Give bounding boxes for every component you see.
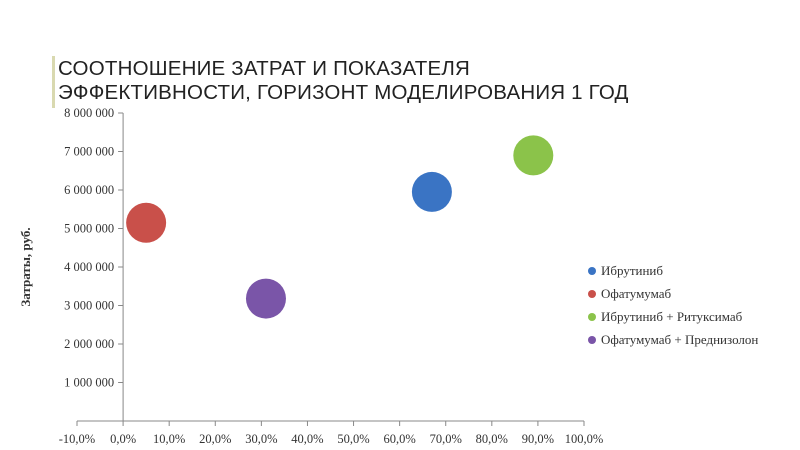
legend-label: Офатумумаб bbox=[601, 286, 672, 301]
legend-marker bbox=[588, 336, 596, 344]
y-tick-label: 3 000 000 bbox=[64, 299, 114, 313]
page-title-line-2: ЭФФЕКТИВНОСТИ, ГОРИЗОНТ МОДЕЛИРОВАНИЯ 1 … bbox=[58, 81, 629, 104]
page-title: СООТНОШЕНИЕ ЗАТРАТ И ПОКАЗАТЕЛЯ ЭФФЕКТИВ… bbox=[58, 57, 629, 105]
x-tick-label: 80,0% bbox=[476, 432, 508, 446]
x-tick-label: 90,0% bbox=[522, 432, 554, 446]
legend-marker bbox=[588, 313, 596, 321]
x-tick-label: 20,0% bbox=[199, 432, 231, 446]
data-point bbox=[411, 171, 452, 212]
title-accent-bar bbox=[52, 56, 55, 108]
y-axis-label: Затраты, руб. bbox=[18, 227, 33, 306]
x-tick-label: 50,0% bbox=[337, 432, 369, 446]
y-tick-label: 4 000 000 bbox=[64, 260, 114, 274]
legend-marker bbox=[588, 267, 596, 275]
page-title-line-1: СООТНОШЕНИЕ ЗАТРАТ И ПОКАЗАТЕЛЯ bbox=[58, 57, 471, 80]
x-tick-label: 10,0% bbox=[153, 432, 185, 446]
y-tick-label: 2 000 000 bbox=[64, 337, 114, 351]
y-tick-label: 6 000 000 bbox=[64, 183, 114, 197]
y-tick-label: 8 000 000 bbox=[64, 106, 114, 120]
x-tick-label: 70,0% bbox=[430, 432, 462, 446]
x-tick-label: 30,0% bbox=[245, 432, 277, 446]
legend-label: Офатумумаб + Преднизолон bbox=[601, 332, 758, 347]
y-tick-label: 7 000 000 bbox=[64, 145, 114, 159]
y-tick-label: 5 000 000 bbox=[64, 222, 114, 236]
x-tick-label: 100,0% bbox=[565, 432, 604, 446]
x-tick-label: -10,0% bbox=[59, 432, 95, 446]
legend-label: Ибрутиниб + Ритуксимаб bbox=[601, 309, 743, 324]
data-point bbox=[513, 135, 554, 176]
data-point bbox=[126, 202, 167, 243]
legend-label: Ибрутиниб bbox=[601, 263, 663, 278]
y-tick-label: 1 000 000 bbox=[64, 376, 114, 390]
x-tick-label: 0,0% bbox=[110, 432, 136, 446]
legend-marker bbox=[588, 290, 596, 298]
x-tick-label: 40,0% bbox=[291, 432, 323, 446]
data-point bbox=[245, 278, 286, 319]
x-tick-label: 60,0% bbox=[383, 432, 415, 446]
